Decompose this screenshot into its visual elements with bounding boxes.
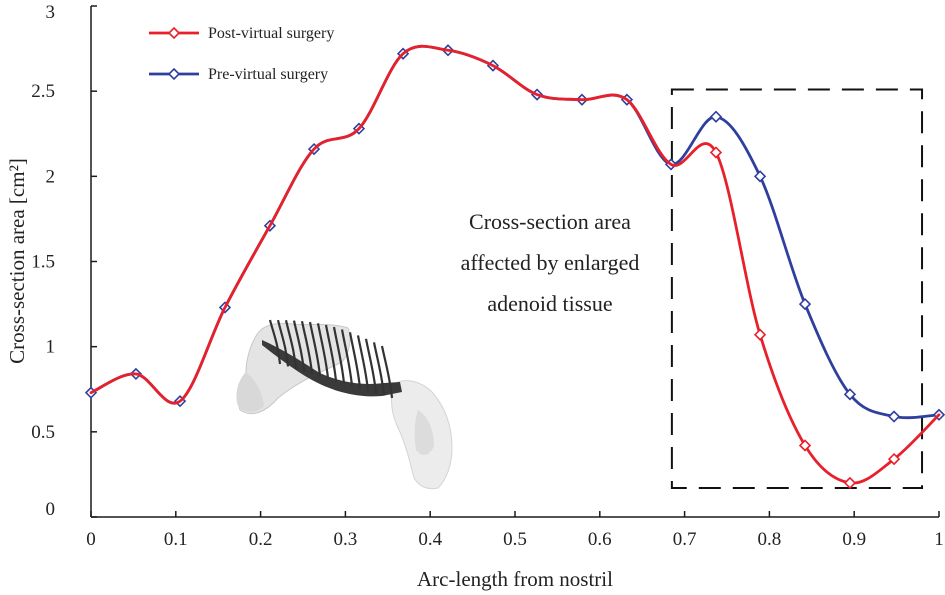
y-tick-label: 2.5 <box>31 81 55 102</box>
adenoid-affected-region: Cross-section area affected by enlarged ad… <box>461 88 924 490</box>
airway-rib-stroke <box>276 319 290 367</box>
data-point-marker <box>753 328 767 341</box>
data-point-marker <box>798 439 812 452</box>
data-point-marker <box>887 452 901 466</box>
x-tick-label: 0.9 <box>842 529 866 550</box>
x-tick-label: 0 <box>86 529 96 550</box>
legend-item: Pre-virtual surgery <box>149 66 328 83</box>
legend-item: Post-virtual surgery <box>149 25 334 42</box>
airway-rib-stroke <box>324 324 338 382</box>
highlight-label-line: Cross-section area <box>469 209 631 234</box>
airway-rib-stroke <box>372 342 386 396</box>
y-axis-title: Cross-section area [cm²] <box>5 158 29 364</box>
airway-rib-stroke <box>268 319 282 365</box>
airway-rib-stroke <box>348 332 362 389</box>
highlight-label-line: affected by enlarged <box>461 250 640 275</box>
x-tick-label: 0.1 <box>164 529 188 550</box>
y-tick-label: 3 <box>46 2 56 23</box>
data-point-marker <box>709 146 723 159</box>
legend: Post-virtual surgery Pre-virtual surgery <box>149 25 334 83</box>
airway-rib-stroke <box>284 319 298 369</box>
data-point-marker <box>709 110 723 123</box>
airway-rib-stroke <box>316 323 330 379</box>
series-post-virtual-surgery <box>89 44 941 490</box>
y-tick-label: 1 <box>46 337 56 358</box>
airway-rib-stroke <box>300 320 314 374</box>
airway-rib-stroke <box>340 329 354 386</box>
data-point-marker <box>798 297 812 311</box>
x-tick-label: 0.8 <box>758 529 782 550</box>
y-tick-label: 0.5 <box>31 422 55 443</box>
x-tick-label: 0.3 <box>334 529 358 550</box>
data-point-marker <box>843 476 857 490</box>
data-point-marker <box>887 410 901 423</box>
airway-rib-stroke <box>380 345 394 399</box>
x-tick-label: 1 <box>934 529 944 550</box>
y-axis-ticks: 0 0.5 1 1.5 2 2.5 3 <box>31 2 97 520</box>
x-axis-ticks: 0 0.1 0.2 0.3 0.4 0.5 0.6 0.7 0.8 0.9 1 <box>86 511 944 550</box>
airway-rib-stroke <box>364 338 378 394</box>
legend-marker <box>167 67 181 81</box>
x-tick-label: 0.5 <box>503 529 527 550</box>
airway-rib-stroke <box>332 326 346 384</box>
x-tick-label: 0.4 <box>418 529 442 550</box>
highlight-dashed-box <box>670 88 924 490</box>
x-axis-title: Arc-length from nostril <box>417 567 613 591</box>
airway-rib-stroke <box>292 320 306 372</box>
data-point-marker <box>753 170 767 183</box>
series-line <box>89 44 941 485</box>
y-tick-label: 1.5 <box>31 252 55 273</box>
x-tick-label: 0.6 <box>588 529 612 550</box>
legend-marker <box>167 26 181 40</box>
y-tick-label: 0 <box>46 499 56 520</box>
airway-rib-stroke <box>308 321 322 377</box>
legend-label: Post-virtual surgery <box>208 25 334 42</box>
x-tick-label: 0.2 <box>249 529 273 550</box>
legend-label: Pre-virtual surgery <box>208 66 328 83</box>
x-tick-label: 0.7 <box>673 529 697 550</box>
series-layer <box>84 44 945 490</box>
y-tick-label: 2 <box>46 166 56 187</box>
highlight-label-line: adenoid tissue <box>487 291 612 316</box>
airway-model-illustration <box>236 319 453 490</box>
airway-rib-stroke <box>356 335 370 391</box>
data-point-marker <box>843 388 857 401</box>
